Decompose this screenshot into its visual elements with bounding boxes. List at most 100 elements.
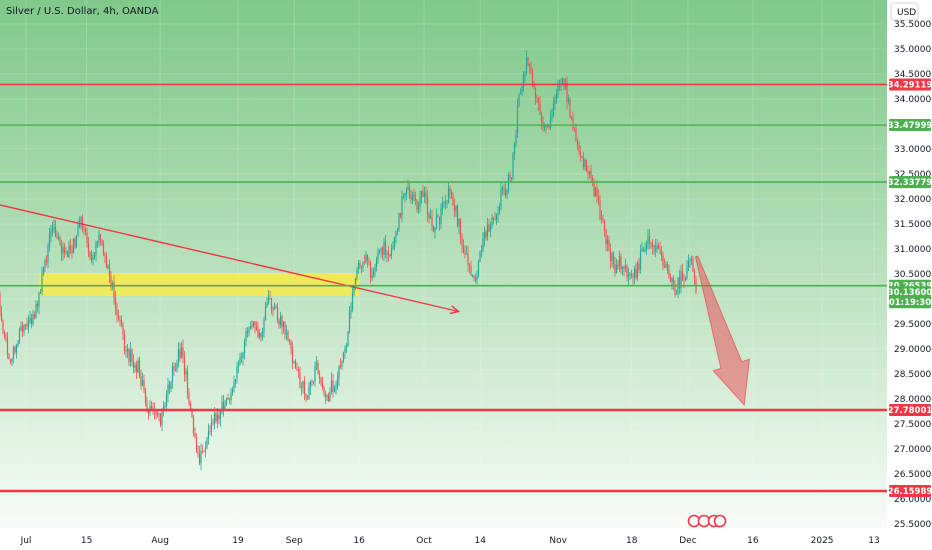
candle-body	[201, 450, 204, 452]
candle-body	[539, 102, 541, 114]
candle-body	[269, 297, 271, 299]
level-badges: 34.2911933.4799932.3377930.2653927.78001…	[888, 78, 932, 498]
candle-body	[336, 378, 339, 388]
candle-body	[456, 205, 459, 227]
candle-body	[258, 333, 261, 338]
candle-body	[410, 196, 412, 201]
candle-body	[288, 339, 291, 341]
bar-countdown-label: 01:19:30	[889, 298, 931, 308]
projection-arrow[interactable]	[694, 255, 751, 407]
candle-body	[449, 188, 451, 193]
candle-body	[353, 286, 355, 294]
time-axis[interactable]: Jul 15 Aug 19 Sep 16 Oct 14 Nov 18 Dec 16 2025 13	[20, 536, 880, 546]
price-tick-label: 28.50000	[894, 370, 932, 380]
candle-body	[207, 431, 210, 439]
candle-body	[623, 267, 625, 269]
current-price-badge	[889, 286, 931, 309]
candle-body	[441, 202, 444, 209]
candle-body	[629, 273, 631, 276]
candle-body	[321, 382, 324, 389]
candle-body	[591, 178, 594, 183]
candle-body	[234, 379, 237, 382]
candle-body	[465, 253, 468, 255]
candle-body	[678, 277, 681, 289]
candle-body	[527, 57, 529, 64]
candle-body	[443, 202, 445, 204]
candle-body	[54, 227, 57, 236]
candle-body	[669, 277, 672, 283]
candle-body	[93, 254, 96, 256]
price-tick-label: 35.50000	[894, 20, 932, 30]
levels-layer	[0, 83, 887, 493]
candle-body	[459, 218, 462, 238]
candle-body	[579, 152, 582, 158]
candle-body	[282, 321, 285, 328]
time-tick-label: Jul	[20, 536, 32, 546]
price-axis[interactable]: 35.5000035.0000034.5000034.0000033.50000…	[894, 20, 932, 530]
candle-body	[408, 186, 411, 197]
candle-body	[624, 265, 627, 269]
candle-body	[168, 384, 171, 389]
candle-body	[546, 125, 549, 128]
candle-body	[384, 241, 387, 255]
candle-body	[654, 245, 657, 251]
candle-body	[92, 255, 94, 260]
candle-body	[114, 298, 117, 309]
candle-body	[251, 326, 253, 327]
candle-body	[120, 319, 123, 325]
price-tick-label: 30.50000	[894, 270, 932, 280]
candle-body	[143, 380, 145, 391]
candle-body	[11, 358, 13, 362]
candle-body	[383, 241, 385, 255]
candle-body	[530, 67, 532, 72]
candle-body	[237, 363, 240, 366]
candle-body	[179, 349, 181, 359]
candle-body	[500, 188, 502, 207]
candle-body	[603, 220, 606, 231]
price-level-label: 33.47999	[888, 121, 932, 131]
time-tick-label: 14	[475, 536, 487, 546]
candle-body	[425, 192, 427, 198]
candle-body	[494, 219, 496, 221]
candle-body	[170, 381, 172, 389]
candle-body	[14, 347, 16, 353]
candle-body	[68, 245, 70, 257]
candle-body	[417, 206, 420, 210]
candle-body	[95, 242, 97, 255]
time-tick-label: 15	[81, 536, 92, 546]
candle-body	[687, 261, 690, 268]
trendline[interactable]	[0, 204, 459, 313]
candle-body	[665, 263, 667, 268]
candle-body	[23, 324, 25, 332]
candle-body	[572, 117, 574, 129]
candle-body	[375, 259, 378, 267]
candle-body	[435, 215, 438, 228]
candle-body	[576, 140, 579, 147]
candle-body	[587, 171, 589, 174]
candle-body	[194, 433, 196, 438]
event-icon[interactable]	[713, 514, 727, 528]
candle-body	[72, 238, 75, 254]
time-tick-label: 19	[232, 536, 244, 546]
candle-body	[255, 325, 258, 330]
plot-background	[0, 0, 887, 528]
candle-body	[59, 237, 61, 246]
candle-body	[402, 196, 405, 198]
candle-body	[87, 242, 90, 252]
event-icons[interactable]	[687, 514, 727, 528]
candle-body	[0, 313, 3, 320]
candle-body	[356, 269, 358, 279]
currency-button[interactable]: USD	[890, 2, 919, 21]
candle-body	[212, 422, 214, 424]
price-level-label: 27.78001	[888, 406, 932, 416]
candle-body	[522, 74, 525, 88]
candle-body	[371, 275, 373, 279]
candle-body	[537, 98, 540, 103]
candle-body	[47, 246, 49, 262]
price-tick-label: 32.00000	[894, 195, 932, 205]
candle-body	[428, 214, 430, 219]
candle-body	[290, 340, 292, 348]
candle-body	[42, 267, 45, 274]
time-tick-label: 18	[626, 536, 638, 546]
